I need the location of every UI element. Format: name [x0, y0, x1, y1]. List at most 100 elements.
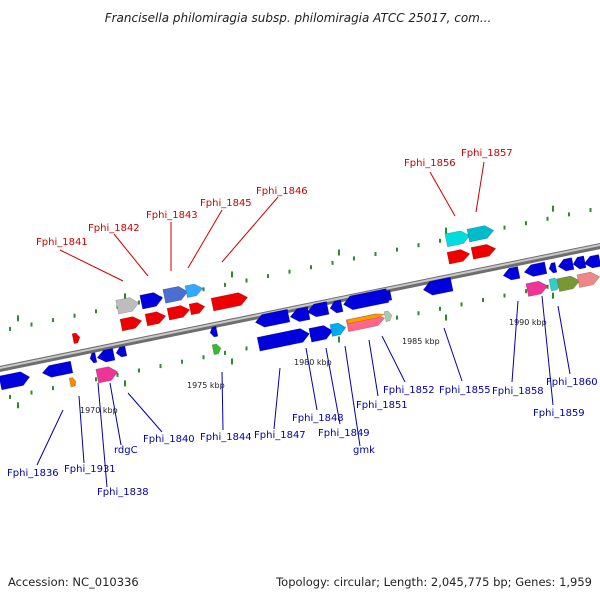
- tick-mark: [202, 287, 205, 292]
- gene-label[interactable]: Fphi_1845: [200, 198, 252, 209]
- callout-line: [187, 209, 223, 269]
- gene-label[interactable]: Fphi_1844: [200, 432, 252, 443]
- tick-mark: [95, 377, 97, 382]
- tick-mark: [525, 221, 527, 226]
- major-tick-mark: [124, 293, 126, 300]
- major-tick-mark: [231, 271, 233, 278]
- gene-label[interactable]: Fphi_1848: [292, 413, 344, 424]
- gene-feature: [308, 325, 334, 343]
- gene-feature: [119, 316, 143, 332]
- gene-feature: [557, 257, 575, 272]
- callout-line: [109, 382, 122, 446]
- gene-feature: [466, 225, 495, 243]
- genome-summary-text: Topology: circular; Length: 2,045,775 bp…: [275, 575, 592, 589]
- tick-mark: [159, 364, 162, 369]
- tick-mark: [224, 350, 226, 355]
- tick-mark: [138, 368, 140, 373]
- gene-feature: [210, 292, 249, 312]
- callout-lines: [36, 161, 571, 488]
- callout-line: [113, 233, 149, 277]
- gene-feature: [444, 230, 471, 248]
- tick-mark: [439, 238, 441, 243]
- gene-label[interactable]: Fphi_1858: [492, 386, 544, 397]
- gene-label[interactable]: Fphi_1843: [146, 210, 198, 221]
- forward-gene-labels: Fphi_1841 Fphi_1842 Fphi_1843 Fphi_1845 …: [36, 148, 513, 248]
- callout-line: [368, 339, 379, 397]
- tick-mark: [52, 386, 54, 391]
- gene-label[interactable]: Fphi_1846: [256, 186, 308, 197]
- gene-label[interactable]: rdgC: [114, 445, 138, 456]
- tick-mark: [417, 243, 420, 248]
- gene-feature: [329, 299, 344, 314]
- kbp-label: 1970 kbp: [80, 406, 118, 415]
- tick-mark: [310, 265, 312, 270]
- tick-mark: [396, 247, 398, 252]
- gene-feature: [166, 305, 191, 321]
- gene-feature: [306, 301, 330, 318]
- gene-label[interactable]: Fphi_1857: [461, 148, 513, 159]
- gene-label[interactable]: Fphi_1838: [97, 487, 149, 498]
- tick-mark: [30, 322, 33, 327]
- callout-line: [221, 371, 224, 431]
- gene-feature: [139, 292, 164, 310]
- gene-label[interactable]: Fphi_1841: [36, 237, 88, 248]
- callout-line: [127, 392, 163, 433]
- gene-label[interactable]: Fphi_1842: [88, 223, 140, 234]
- tick-mark: [331, 260, 334, 265]
- tick-mark: [95, 309, 97, 314]
- callout-line: [273, 367, 281, 430]
- major-tick-mark: [17, 402, 19, 409]
- tick-mark: [116, 372, 119, 377]
- tick-mark: [181, 359, 183, 364]
- gene-label[interactable]: Fphi_1931: [64, 464, 116, 475]
- callout-line: [97, 382, 108, 488]
- gene-feature: [502, 266, 521, 281]
- gene-label[interactable]: Fphi_1840: [143, 434, 195, 445]
- major-tick-mark: [552, 205, 554, 212]
- gene-label[interactable]: Fphi_1849: [318, 428, 370, 439]
- callout-line: [475, 161, 485, 213]
- gene-label[interactable]: Fphi_1855: [439, 385, 491, 396]
- callout-line: [557, 305, 571, 375]
- gene-feature: [184, 283, 204, 298]
- gene-label[interactable]: Fphi_1856: [404, 158, 456, 169]
- tick-mark: [503, 293, 506, 298]
- gene-feature: [211, 343, 222, 356]
- gene-feature: [71, 332, 81, 344]
- gene-feature: [0, 371, 31, 391]
- gene-feature: [41, 360, 74, 378]
- gene-label[interactable]: gmk: [353, 445, 375, 456]
- major-tick-mark: [445, 314, 447, 321]
- genome-backbone: [0, 242, 600, 373]
- tick-mark: [589, 207, 592, 212]
- gene-feature: [583, 254, 600, 269]
- gene-feature: [162, 286, 189, 304]
- gene-feature: [422, 276, 454, 296]
- gene-label[interactable]: Fphi_1859: [533, 408, 585, 419]
- gene-label[interactable]: Fphi_1836: [7, 468, 59, 479]
- kbp-label: 1980 kbp: [294, 358, 332, 367]
- callout-line: [221, 196, 279, 263]
- kbp-labels: 1970 kbp 1975 kbp 1980 kbp 1985 kbp 1990…: [80, 318, 547, 415]
- gene-feature: [115, 345, 128, 358]
- tick-mark: [482, 298, 484, 302]
- gene-feature: [96, 348, 116, 363]
- gene-feature: [576, 271, 600, 288]
- major-tick-mark: [17, 315, 19, 322]
- gene-label[interactable]: Fphi_1860: [546, 377, 598, 388]
- gene-feature: [470, 244, 497, 260]
- callout-line: [443, 327, 463, 382]
- major-tick-mark: [552, 292, 554, 299]
- gene-feature: [188, 302, 206, 316]
- tick-mark: [546, 216, 549, 221]
- gene-label[interactable]: Fphi_1852: [383, 385, 435, 396]
- tick-mark: [460, 302, 463, 307]
- gene-feature: [523, 261, 548, 277]
- gene-feature: [346, 313, 385, 325]
- callout-line: [429, 171, 456, 217]
- tick-mark: [245, 346, 248, 351]
- gene-label[interactable]: Fphi_1851: [356, 400, 408, 411]
- callout-line: [36, 409, 64, 466]
- gene-label[interactable]: Fphi_1847: [254, 430, 306, 441]
